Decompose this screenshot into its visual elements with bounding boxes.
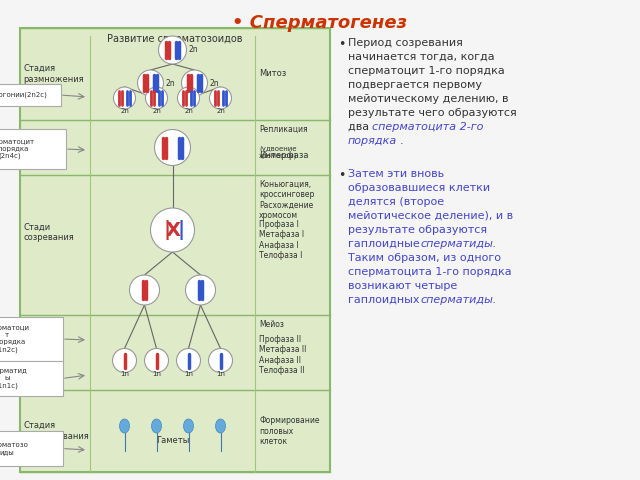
Text: Стадия
роста: Стадия роста bbox=[23, 138, 55, 157]
Circle shape bbox=[129, 275, 159, 305]
Text: Сперматид
ы
(1n1c): Сперматид ы (1n1c) bbox=[0, 368, 28, 389]
Text: Формирование
половых
клеток: Формирование половых клеток bbox=[259, 416, 319, 446]
Text: мейотическому делению, в: мейотическому делению, в bbox=[348, 94, 509, 104]
Text: Стадия
размножения: Стадия размножения bbox=[23, 64, 84, 84]
Circle shape bbox=[177, 87, 200, 109]
Circle shape bbox=[209, 348, 232, 372]
Text: |: | bbox=[164, 220, 171, 240]
Text: образовавшиеся клетки: образовавшиеся клетки bbox=[348, 183, 490, 193]
Text: 2n: 2n bbox=[184, 108, 193, 114]
Text: (удвоение
хромосом): (удвоение хромосом) bbox=[259, 145, 298, 159]
Text: Стади
созревания: Стади созревания bbox=[23, 223, 74, 242]
Text: сперматиды.: сперматиды. bbox=[420, 239, 497, 249]
Text: 2n: 2n bbox=[120, 108, 129, 114]
Ellipse shape bbox=[184, 419, 193, 433]
FancyBboxPatch shape bbox=[0, 361, 63, 396]
Text: подвергается первому: подвергается первому bbox=[348, 80, 482, 90]
Text: сперматоцита 2-го: сперматоцита 2-го bbox=[372, 122, 483, 132]
Text: Гаметы: Гаметы bbox=[156, 436, 189, 445]
Circle shape bbox=[145, 348, 168, 372]
Text: Мейоз: Мейоз bbox=[259, 320, 284, 329]
Text: Интерфаза: Интерфаза bbox=[259, 151, 308, 160]
Text: сперматиды.: сперматиды. bbox=[420, 295, 497, 305]
Text: |: | bbox=[178, 220, 185, 240]
Text: •: • bbox=[338, 38, 346, 51]
Text: сперматоцит 1-го порядка: сперматоцит 1-го порядка bbox=[348, 66, 505, 76]
Text: гаплоидных: гаплоидных bbox=[348, 295, 423, 305]
Text: Стадия
формирования: Стадия формирования bbox=[23, 421, 89, 441]
Circle shape bbox=[113, 87, 136, 109]
Text: Репликация: Репликация bbox=[259, 125, 308, 134]
Text: Период созревания: Период созревания bbox=[348, 38, 463, 48]
Circle shape bbox=[159, 36, 186, 64]
Text: 2n: 2n bbox=[166, 79, 175, 87]
Circle shape bbox=[154, 130, 191, 166]
Circle shape bbox=[150, 208, 195, 252]
Circle shape bbox=[186, 275, 216, 305]
Text: 1n: 1n bbox=[216, 372, 225, 377]
Text: 1n: 1n bbox=[152, 372, 161, 377]
Text: 2n: 2n bbox=[189, 46, 198, 55]
Text: Коньюгация,
кроссинговер
Расхождение
хромосом: Коньюгация, кроссинговер Расхождение хро… bbox=[259, 180, 314, 220]
Circle shape bbox=[209, 87, 232, 109]
Text: порядка: порядка bbox=[348, 136, 397, 146]
Circle shape bbox=[145, 87, 168, 109]
Circle shape bbox=[182, 70, 207, 96]
FancyBboxPatch shape bbox=[0, 431, 63, 466]
Text: 2n: 2n bbox=[152, 108, 161, 114]
Text: Сперматоцит
1 порядка
(2n4c): Сперматоцит 1 порядка (2n4c) bbox=[0, 139, 35, 159]
Text: мейотическое деление), и в: мейотическое деление), и в bbox=[348, 211, 513, 221]
Text: 2n: 2n bbox=[209, 79, 219, 87]
Text: Профаза II
Метафаза II
Анафаза II
Телофаза II: Профаза II Метафаза II Анафаза II Телофа… bbox=[259, 335, 307, 375]
Text: Сперматозо
иды: Сперматозо иды bbox=[0, 442, 29, 455]
Text: результате чего образуются: результате чего образуются bbox=[348, 108, 516, 118]
Text: •: • bbox=[338, 169, 346, 182]
Text: 1n: 1n bbox=[120, 372, 129, 377]
Text: делятся (второе: делятся (второе bbox=[348, 197, 444, 207]
FancyBboxPatch shape bbox=[0, 317, 63, 361]
Text: Сперматогонии(2n2c): Сперматогонии(2n2c) bbox=[0, 92, 47, 98]
Circle shape bbox=[113, 348, 136, 372]
Text: Митоз: Митоз bbox=[259, 70, 286, 79]
Circle shape bbox=[177, 348, 200, 372]
Text: сперматоцита 1-го порядка: сперматоцита 1-го порядка bbox=[348, 267, 511, 277]
Text: Профаза I
Метафаза I
Анафаза I
Телофаза I: Профаза I Метафаза I Анафаза I Телофаза … bbox=[259, 220, 304, 260]
Text: два: два bbox=[348, 122, 372, 132]
Text: 2n: 2n bbox=[216, 108, 225, 114]
Ellipse shape bbox=[120, 419, 129, 433]
Text: гаплоидные: гаплоидные bbox=[348, 239, 423, 249]
Circle shape bbox=[138, 70, 163, 96]
FancyBboxPatch shape bbox=[0, 84, 61, 106]
Text: Таким образом, из одного: Таким образом, из одного bbox=[348, 253, 501, 263]
Text: начинается тогда, когда: начинается тогда, когда bbox=[348, 52, 495, 62]
Text: 1n: 1n bbox=[184, 372, 193, 377]
Ellipse shape bbox=[216, 419, 225, 433]
Ellipse shape bbox=[152, 419, 161, 433]
Text: Сперматоци
т
2 порядка
(1n2c): Сперматоци т 2 порядка (1n2c) bbox=[0, 325, 29, 353]
Text: возникают четыре: возникают четыре bbox=[348, 281, 457, 291]
Text: X: X bbox=[166, 220, 181, 240]
Polygon shape bbox=[20, 28, 330, 472]
Text: • Сперматогенез: • Сперматогенез bbox=[232, 14, 408, 32]
Text: .: . bbox=[400, 136, 404, 146]
FancyBboxPatch shape bbox=[0, 129, 66, 169]
Text: Затем эти вновь: Затем эти вновь bbox=[348, 169, 444, 179]
Text: результате образуются: результате образуются bbox=[348, 225, 487, 235]
Text: Развитие сперматозоидов: Развитие сперматозоидов bbox=[108, 34, 243, 44]
